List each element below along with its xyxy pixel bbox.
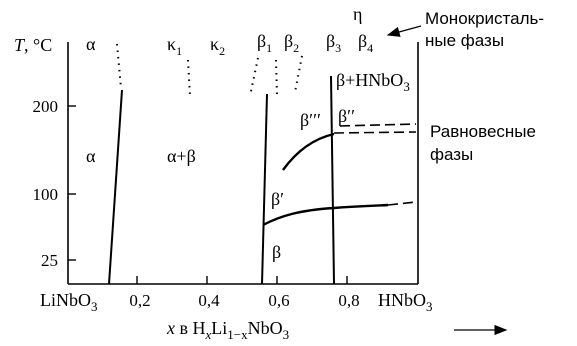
y-axis-title: T, °C bbox=[14, 35, 52, 55]
beta-left-boundary-line bbox=[261, 93, 268, 285]
note-equilibrium-line1: Равновесные bbox=[430, 122, 536, 141]
note-monocrystal-line2: ные фазы bbox=[425, 31, 504, 50]
region-alpha-beta: α+β bbox=[167, 146, 196, 166]
y-tick-200: 200 bbox=[33, 97, 59, 116]
top-phase-beta3: β3 bbox=[326, 31, 341, 55]
top-phase-beta2: β2 bbox=[284, 31, 299, 55]
note-monocrystal-arrow bbox=[386, 25, 422, 37]
note-equilibrium-line2: фазы bbox=[430, 145, 473, 164]
top-phase-beta1: β1 bbox=[257, 31, 272, 55]
dotted-line-beta1 bbox=[249, 57, 259, 97]
x-tick-08: 0,8 bbox=[338, 291, 359, 310]
y-tick-25: 25 bbox=[41, 251, 58, 270]
region-beta: β bbox=[272, 242, 281, 262]
top-phase-eta: η bbox=[353, 4, 362, 24]
region-beta-hnbo3: β+HNbO3 bbox=[336, 70, 410, 94]
region-beta-triple-prime: β′′′ bbox=[300, 110, 321, 130]
top-phase-beta4: β4 bbox=[358, 31, 373, 55]
x-left-label: LiNbO3 bbox=[40, 290, 98, 314]
beta-prime-curve bbox=[262, 203, 389, 227]
x-tick-06: 0,6 bbox=[268, 291, 289, 310]
region-beta-prime: β′ bbox=[271, 189, 284, 209]
top-phase-kappa2: κ2 bbox=[210, 34, 225, 58]
x-axis-title: x в HxLi1−xNbO3 bbox=[166, 318, 289, 342]
alpha-boundary-line bbox=[108, 89, 123, 285]
dotted-line-beta3 bbox=[294, 55, 303, 93]
beta-hnbo-boundary-line bbox=[330, 75, 335, 285]
top-phase-kappa1: κ1 bbox=[167, 34, 182, 58]
top-phase-alpha: α bbox=[86, 34, 96, 54]
x-tick-04: 0,4 bbox=[198, 291, 220, 310]
dotted-line-alpha bbox=[116, 43, 122, 89]
region-beta-double-prime: β′′ bbox=[338, 106, 355, 126]
x-right-label: HNbO3 bbox=[378, 290, 433, 314]
note-monocrystal-line1: Монокристаль- bbox=[425, 9, 544, 28]
dotted-line-beta2 bbox=[275, 59, 278, 97]
beta-triple-prime-curve bbox=[282, 132, 335, 171]
x-tick-02: 0,2 bbox=[129, 291, 150, 310]
dotted-line-kappa bbox=[187, 59, 191, 97]
region-alpha: α bbox=[86, 146, 96, 166]
equilibrium-dashed-line-upper bbox=[339, 123, 417, 127]
beta-prime-dashed-line bbox=[387, 201, 417, 206]
y-tick-100: 100 bbox=[33, 185, 59, 204]
equilibrium-dashed-line-lower bbox=[333, 131, 417, 134]
